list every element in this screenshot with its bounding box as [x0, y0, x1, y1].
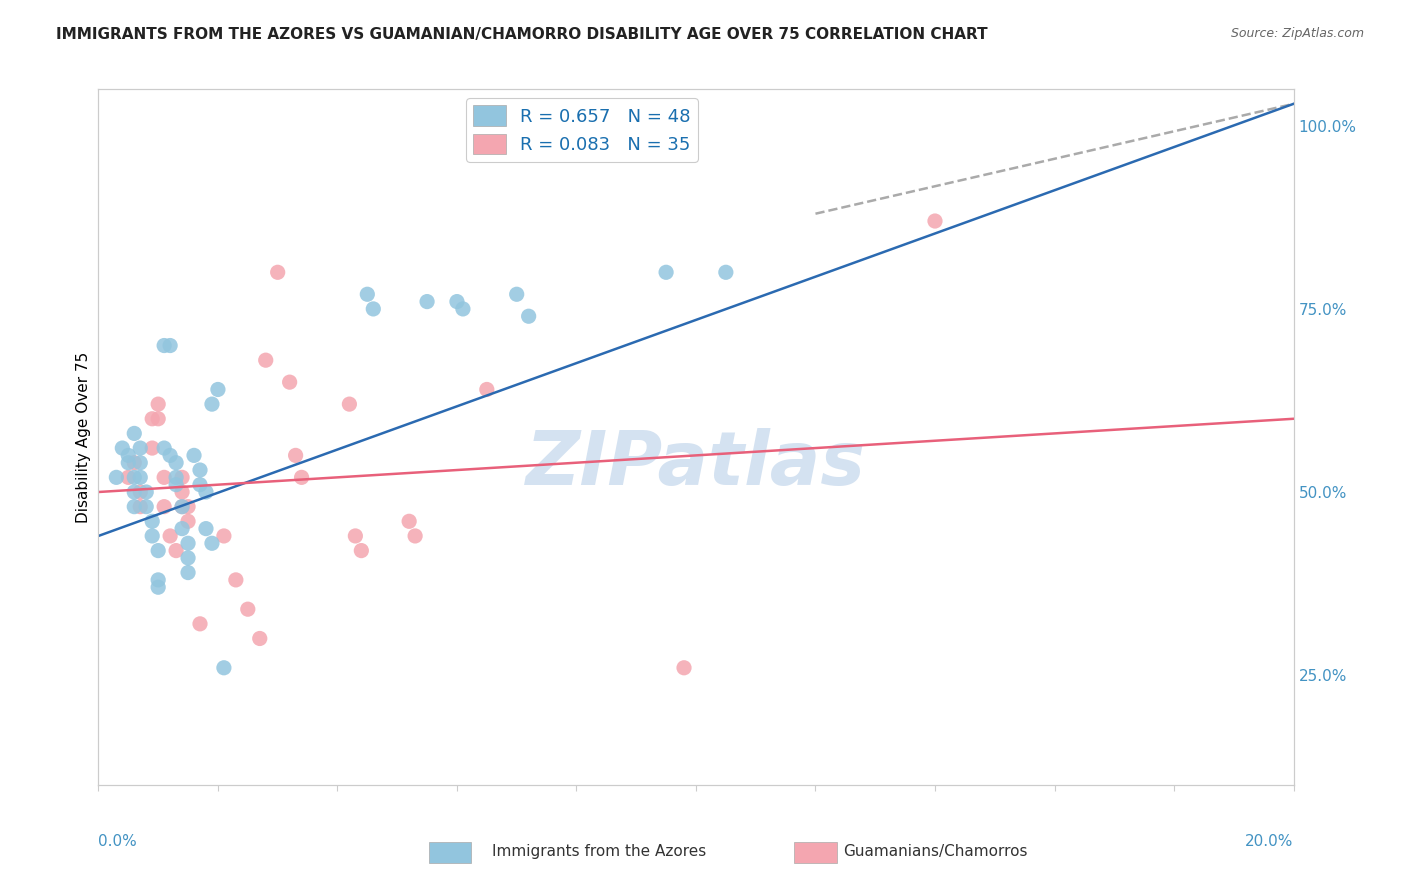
Point — [207, 383, 229, 397]
Point — [188, 477, 211, 491]
Text: 0.0%: 0.0% — [98, 834, 138, 848]
Point — [356, 287, 378, 301]
Point — [141, 529, 163, 543]
Point — [673, 661, 696, 675]
Point — [284, 449, 307, 463]
Point — [350, 543, 373, 558]
Point — [655, 265, 678, 279]
Point — [404, 529, 426, 543]
Point — [165, 543, 187, 558]
Point — [135, 485, 157, 500]
Point — [111, 441, 134, 455]
Point — [361, 301, 384, 316]
Point — [153, 441, 176, 455]
Point — [249, 632, 271, 646]
Point — [153, 470, 176, 484]
Point — [165, 470, 187, 484]
Point — [129, 470, 152, 484]
Point — [159, 529, 181, 543]
Point — [159, 449, 181, 463]
Point — [165, 477, 187, 491]
Point — [201, 536, 224, 550]
Point — [236, 602, 259, 616]
Point — [141, 514, 163, 528]
Point — [714, 265, 737, 279]
Point — [344, 529, 367, 543]
Point — [129, 485, 152, 500]
Point — [124, 470, 146, 484]
Text: IMMIGRANTS FROM THE AZORES VS GUAMANIAN/CHAMORRO DISABILITY AGE OVER 75 CORRELAT: IMMIGRANTS FROM THE AZORES VS GUAMANIAN/… — [56, 27, 988, 42]
Point — [339, 397, 360, 411]
Point — [177, 514, 200, 528]
Text: ZIPatlas: ZIPatlas — [526, 428, 866, 501]
Point — [153, 338, 176, 352]
Point — [117, 456, 139, 470]
Point — [446, 294, 468, 309]
Point — [148, 411, 170, 425]
Text: 20.0%: 20.0% — [1246, 834, 1294, 848]
Point — [117, 470, 139, 484]
Point — [183, 449, 205, 463]
Point — [124, 456, 146, 470]
Point — [105, 470, 128, 484]
Point — [212, 661, 235, 675]
Point — [141, 411, 163, 425]
Point — [159, 338, 181, 352]
Point — [416, 294, 439, 309]
Point — [278, 375, 301, 389]
Point — [153, 500, 176, 514]
Point — [129, 441, 152, 455]
Point — [517, 310, 540, 324]
Point — [124, 426, 146, 441]
Point — [148, 543, 170, 558]
Point — [201, 397, 224, 411]
Point — [398, 514, 420, 528]
Point — [129, 456, 152, 470]
Point — [177, 536, 200, 550]
Point — [172, 485, 194, 500]
Point — [195, 522, 218, 536]
Point — [117, 449, 139, 463]
Point — [195, 485, 218, 500]
Point — [177, 500, 200, 514]
Point — [225, 573, 247, 587]
Point — [924, 214, 946, 228]
Point — [135, 500, 157, 514]
Point — [148, 580, 170, 594]
Point — [124, 485, 146, 500]
Point — [475, 383, 498, 397]
Point — [506, 287, 529, 301]
Point — [148, 573, 170, 587]
Point — [148, 397, 170, 411]
Point — [172, 470, 194, 484]
Y-axis label: Disability Age Over 75: Disability Age Over 75 — [76, 351, 91, 523]
Text: Immigrants from the Azores: Immigrants from the Azores — [492, 845, 706, 859]
Point — [177, 566, 200, 580]
Point — [129, 500, 152, 514]
Point — [172, 500, 194, 514]
Point — [177, 550, 200, 565]
Point — [451, 301, 474, 316]
Point — [172, 522, 194, 536]
Point — [165, 456, 187, 470]
Point — [212, 529, 235, 543]
Point — [141, 441, 163, 455]
Point — [290, 470, 312, 484]
Point — [124, 500, 146, 514]
Point — [267, 265, 290, 279]
Point — [188, 463, 211, 477]
Text: Guamanians/Chamorros: Guamanians/Chamorros — [844, 845, 1028, 859]
Point — [254, 353, 277, 368]
Legend: R = 0.657   N = 48, R = 0.083   N = 35: R = 0.657 N = 48, R = 0.083 N = 35 — [465, 98, 697, 161]
Text: Source: ZipAtlas.com: Source: ZipAtlas.com — [1230, 27, 1364, 40]
Point — [172, 500, 194, 514]
Point — [188, 616, 211, 631]
